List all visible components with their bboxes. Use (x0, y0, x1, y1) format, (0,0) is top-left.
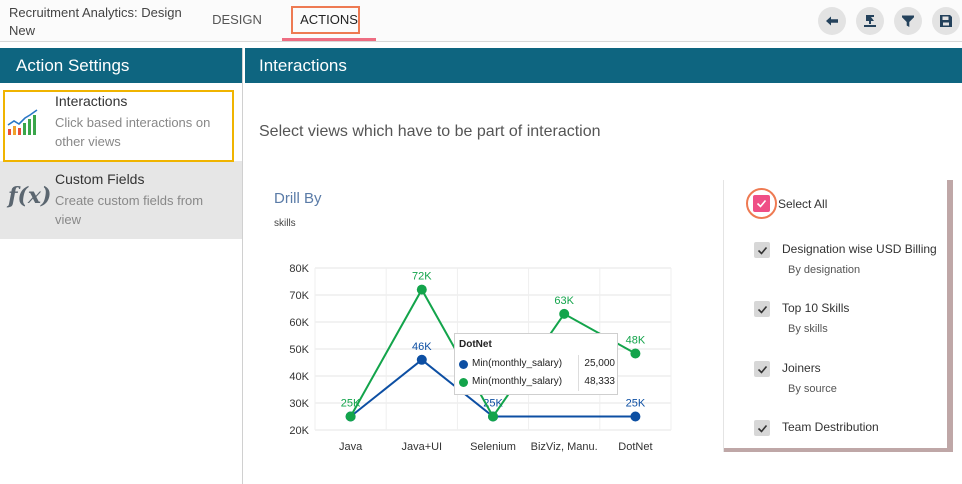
tooltip-row: Min(monthly_salary) 48,333 (459, 373, 615, 391)
data-label: 72K (412, 271, 432, 283)
app-title: Recruitment Analytics: Design New (9, 5, 182, 38)
y-tick-label: 20K (289, 425, 309, 437)
chart-subtitle: skills (274, 218, 296, 229)
view-list-bottom-border (724, 448, 953, 452)
tab-actions-highlight (291, 6, 360, 34)
tooltip-title: DotNet (459, 339, 492, 350)
fx-icon: f(x) (8, 183, 52, 209)
action-settings-header: Action Settings (0, 48, 242, 83)
x-tick-label: BizViz, Manu. (531, 441, 598, 452)
y-tick-label: 70K (289, 290, 309, 302)
top-bar: Recruitment Analytics: Design New DESIGN… (0, 0, 962, 42)
data-point (416, 354, 427, 365)
view-name: Joiners (782, 361, 821, 375)
views-list[interactable]: Select All Designation wise USD Billing … (723, 180, 953, 452)
chart-tooltip: DotNet Min(monthly_salary) 25,000 Min(mo… (454, 333, 618, 395)
view-desc: By source (788, 383, 837, 395)
checkmark-icon (756, 199, 767, 208)
x-tick-label: Java (339, 441, 363, 452)
y-tick-label: 30K (289, 398, 309, 410)
line-chart: 80K 70K 60K 50K 40K 30K 20K Java Java+UI Selenium… (289, 263, 672, 452)
data-point (345, 411, 356, 422)
menu-item-interactions[interactable]: Interactions Click based interactions on… (0, 83, 242, 161)
tab-design[interactable]: DESIGN (212, 12, 262, 27)
data-label: 46K (412, 341, 432, 353)
view-checkbox[interactable] (754, 420, 770, 436)
filter-icon (902, 15, 914, 27)
view-list-scrollbar[interactable] (947, 180, 953, 452)
data-point (630, 411, 641, 422)
tooltip-label: Min(monthly_salary) (472, 358, 563, 369)
action-settings-panel: Action Settings Interactions Click based… (0, 48, 243, 484)
instruction-text: Select views which have to be part of in… (259, 123, 601, 140)
menu-desc-interactions: Click based interactions on other views (55, 115, 211, 149)
interactions-header: Interactions (245, 48, 962, 83)
active-tab-underline (282, 38, 376, 41)
publish-button[interactable] (856, 7, 884, 35)
view-desc: By designation (788, 264, 861, 276)
x-tick-label: DotNet (618, 441, 652, 452)
data-point (559, 308, 570, 319)
y-tick-label: 40K (289, 371, 309, 383)
view-name: Top 10 Skills (782, 301, 850, 315)
back-button[interactable] (818, 7, 846, 35)
checkmark-icon (757, 365, 767, 374)
data-point (416, 284, 427, 295)
drill-by-view-card[interactable]: Drill By skills 80K 70K 60K 50K 40K 30K 20K Jav… (261, 180, 719, 452)
view-checkbox[interactable] (754, 242, 770, 258)
y-tick-label: 50K (289, 344, 309, 356)
publish-icon (864, 15, 876, 27)
data-label: 48K (626, 335, 646, 347)
checkmark-icon (757, 305, 767, 314)
y-tick-label: 60K (289, 317, 309, 329)
save-icon (940, 15, 952, 27)
view-name: Team Destribution (782, 420, 879, 434)
save-button[interactable] (932, 7, 960, 35)
tooltip-row: Min(monthly_salary) 25,000 (459, 355, 615, 373)
tooltip-label: Min(monthly_salary) (472, 376, 563, 387)
checkmark-icon (757, 246, 767, 255)
view-name: Designation wise USD Billing (782, 242, 937, 256)
tooltip-divider (578, 373, 579, 391)
tooltip-value: 48,333 (584, 376, 615, 387)
menu-desc-custom-fields: Create custom fields from view (55, 193, 204, 227)
menu-item-custom-fields[interactable]: f(x) Custom Fields Create custom fields … (0, 161, 242, 239)
series-dot-icon (459, 360, 468, 369)
data-label: 25K (341, 398, 361, 410)
data-point (488, 411, 498, 422)
menu-title-custom-fields: Custom Fields (55, 171, 145, 187)
view-checkbox[interactable] (754, 301, 770, 317)
data-label: 25K (626, 398, 646, 410)
chart-title: Drill By (274, 190, 322, 207)
view-desc: By skills (788, 323, 828, 335)
x-tick-label: Java+UI (401, 441, 442, 452)
tooltip-value: 25,000 (584, 358, 615, 369)
filter-button[interactable] (894, 7, 922, 35)
data-label: 63K (554, 295, 574, 307)
tooltip-divider (578, 355, 579, 373)
x-tick-label: Selenium (470, 441, 516, 452)
y-tick-label: 80K (289, 263, 309, 275)
data-point (630, 348, 641, 359)
line-chart-icon (7, 109, 38, 135)
menu-title-interactions: Interactions (55, 93, 128, 109)
checkmark-icon (757, 424, 767, 433)
select-all-label: Select All (778, 197, 828, 211)
view-checkbox[interactable] (754, 361, 770, 377)
select-all-checkbox[interactable] (753, 195, 770, 212)
series-dot-icon (459, 378, 468, 387)
tab-actions[interactable]: ACTIONS (300, 12, 358, 27)
back-arrow-icon (826, 16, 838, 26)
